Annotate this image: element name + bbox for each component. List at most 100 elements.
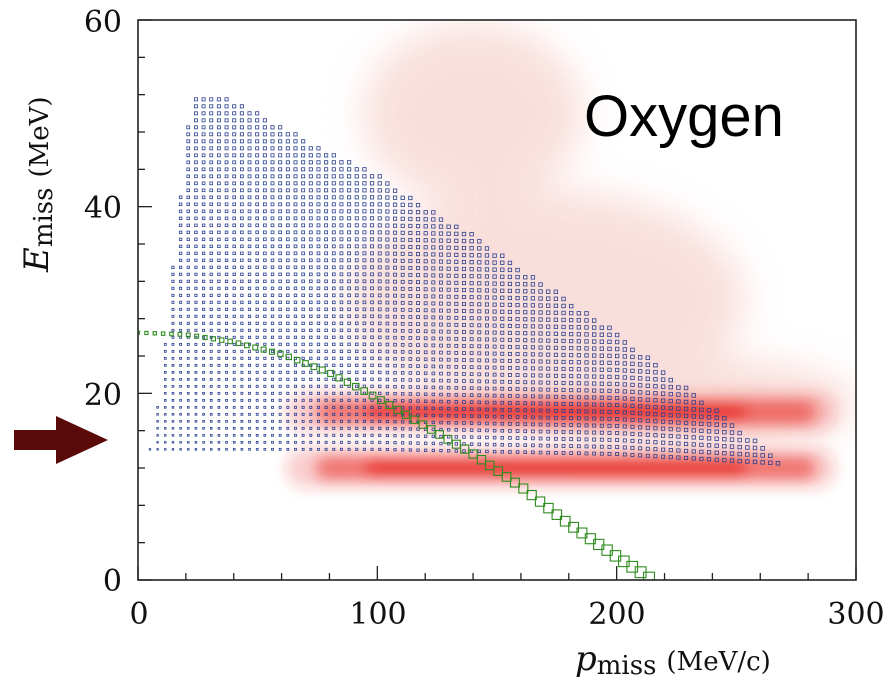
blue-box (209, 146, 214, 151)
blue-box (492, 330, 497, 335)
blue-box (523, 289, 528, 294)
blue-box (271, 384, 274, 388)
blue-box (714, 443, 719, 448)
blue-box (569, 324, 574, 330)
blue-box (247, 209, 252, 214)
blue-box (370, 328, 374, 333)
blue-box (385, 342, 390, 347)
blue-box (316, 209, 321, 214)
blue-box (492, 295, 497, 300)
blue-box (615, 360, 620, 366)
blue-box (370, 356, 374, 361)
blue-box (286, 363, 290, 367)
blue-box (569, 374, 574, 379)
green-box (576, 527, 588, 539)
blue-box (278, 174, 283, 179)
blue-box (362, 181, 367, 186)
blue-box (393, 265, 397, 270)
blue-box (308, 167, 313, 172)
blue-box (401, 441, 405, 445)
blue-box (278, 377, 282, 381)
blue-box (201, 153, 206, 158)
blue-box (415, 224, 421, 229)
blue-box (446, 378, 451, 383)
blue-box (347, 237, 352, 242)
blue-box (546, 436, 551, 441)
blue-box (332, 300, 336, 305)
blue-box (401, 392, 405, 396)
blue-box (653, 447, 658, 452)
blue-box (293, 132, 298, 137)
blue-box (194, 314, 198, 318)
blue-box (324, 188, 329, 193)
blue-box (316, 356, 321, 360)
blue-box (355, 377, 359, 381)
blue-box (431, 343, 436, 348)
blue-box (178, 195, 183, 200)
blue-box (729, 458, 735, 463)
blue-box (186, 328, 190, 332)
green-box (393, 405, 402, 414)
blue-box (255, 153, 260, 158)
blue-box (676, 399, 681, 404)
blue-box (301, 153, 306, 158)
green-box (310, 363, 318, 371)
blue-box (355, 391, 359, 395)
blue-box (355, 384, 359, 388)
blue-box (438, 245, 444, 250)
blue-box (408, 406, 413, 410)
blue-box (569, 395, 574, 400)
blue-box (607, 409, 612, 414)
blue-box (630, 403, 635, 408)
blue-box (194, 356, 198, 360)
blue-box (171, 399, 175, 402)
blue-box (308, 209, 313, 214)
blue-box (523, 380, 528, 385)
blue-box (484, 330, 489, 335)
blue-box (530, 366, 535, 371)
blue-box (553, 408, 558, 413)
blue-box (530, 296, 536, 301)
blue-box (378, 377, 382, 382)
blue-box (385, 363, 390, 368)
green-box (210, 336, 217, 342)
blue-box (186, 279, 190, 283)
blue-box (622, 452, 627, 457)
blue-box (492, 260, 497, 265)
blue-box (316, 265, 321, 270)
blue-box (477, 400, 482, 405)
blue-box (286, 426, 290, 430)
green-box (493, 466, 504, 477)
blue-box (607, 444, 612, 449)
blue-box (217, 293, 221, 297)
blue-box (385, 447, 389, 452)
blue-box (193, 104, 198, 109)
blue-box (225, 321, 229, 325)
blue-box (469, 400, 474, 404)
blue-box (201, 237, 206, 241)
blue-box (607, 430, 612, 435)
blue-box (202, 349, 206, 353)
blue-box (622, 417, 627, 422)
blue-box (339, 209, 344, 214)
blue-box (576, 374, 581, 379)
blue-box (653, 377, 658, 382)
blue-box (401, 448, 405, 452)
blue-box (239, 104, 244, 109)
blue-box (477, 260, 482, 265)
blue-box (332, 412, 336, 416)
blue-box (439, 329, 443, 334)
blue-box (270, 125, 275, 130)
blue-box (370, 447, 374, 451)
blue-box (209, 160, 214, 165)
blue-box (377, 279, 382, 284)
blue-box (400, 223, 405, 228)
y-axis-unit: (MeV) (25, 96, 55, 177)
blue-box (301, 300, 305, 305)
blue-box (637, 383, 643, 388)
blue-box (653, 398, 658, 403)
blue-box (179, 251, 183, 255)
blue-box (400, 300, 405, 305)
blue-box (569, 310, 574, 316)
green-box (476, 454, 487, 465)
